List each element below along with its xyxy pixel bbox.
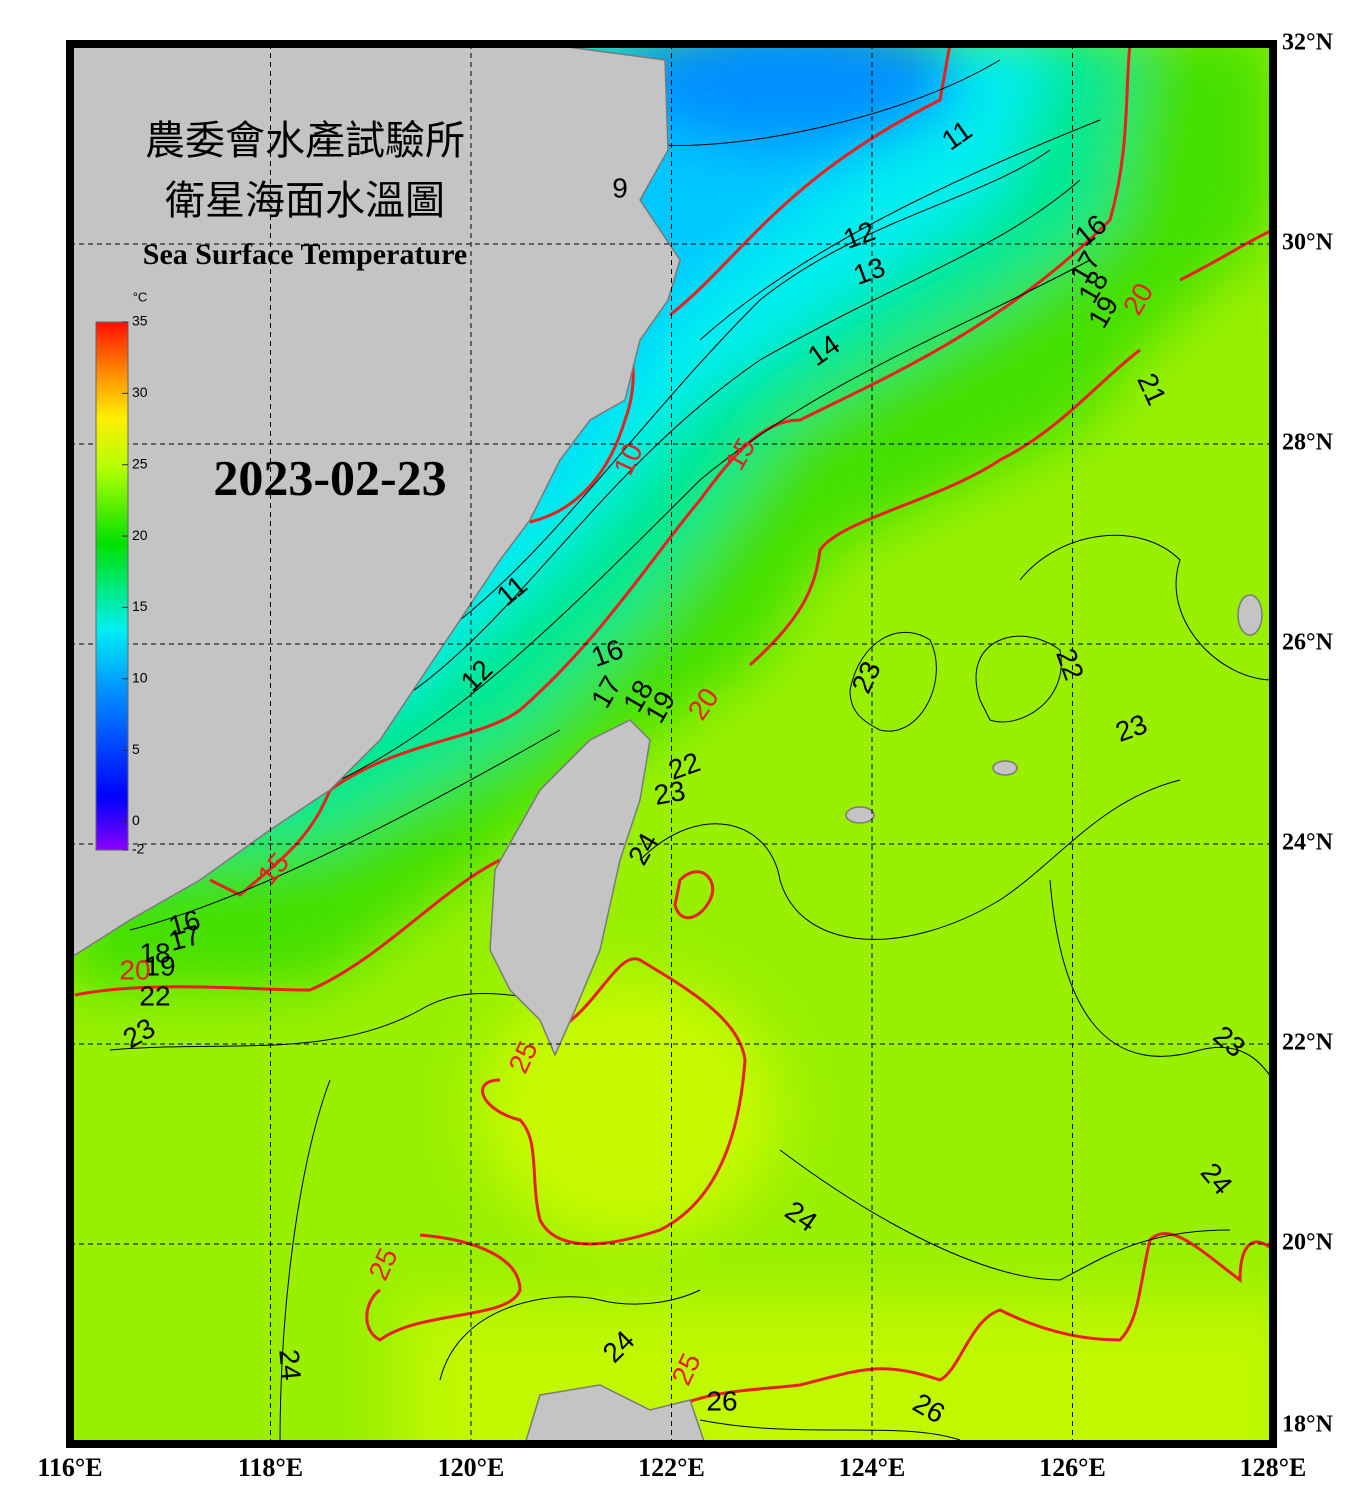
colorbar-tick-label: 5: [132, 741, 140, 757]
lon-label: 118°E: [238, 1453, 303, 1482]
isotherm-15: [209, 44, 1132, 897]
colorbar-tick-label: 15: [132, 598, 148, 614]
contour-label: 26: [706, 1385, 737, 1416]
colorbar-ticks: -2 0 5 10 15 20 25 30 35: [122, 313, 148, 857]
contour-label: 24: [273, 1348, 307, 1382]
title-zh: 農委會水產試驗所: [145, 118, 465, 163]
lon-label: 128°E: [1240, 1453, 1307, 1482]
colorbar-tick-label: 35: [132, 313, 148, 329]
lon-label: 122°E: [638, 1453, 705, 1482]
colorbar: [95, 321, 129, 851]
lat-label: 20°N: [1282, 1230, 1334, 1256]
lon-label: 116°E: [37, 1453, 102, 1482]
lat-label: 18°N: [1282, 1412, 1334, 1438]
taiwan: [489, 719, 651, 1057]
isotherm-25: [481, 870, 747, 1246]
luzon: [524, 1384, 706, 1444]
colorbar-tick-label: 20: [132, 527, 148, 543]
isotherm-25: [365, 1232, 1273, 1420]
lat-label: 28°N: [1282, 430, 1334, 456]
map-frame: [66, 40, 1277, 1448]
lat-label: 24°N: [1282, 830, 1334, 856]
island: [1237, 594, 1263, 636]
contour-label: 9: [612, 172, 628, 203]
title-zh: 衛星海面水溫圖: [165, 178, 445, 223]
title-en: Sea Surface Temperature: [143, 238, 467, 271]
land: [70, 44, 1263, 1444]
colorbar-tick-label: 30: [132, 384, 148, 400]
minor-isotherms: [109, 59, 1273, 1444]
graticule: [70, 44, 1273, 1444]
lat-label: 32°N: [1282, 30, 1334, 56]
lat-label: 26°N: [1282, 630, 1334, 656]
colorbar-tick-label: 0: [132, 812, 140, 828]
lon-label: 124°E: [839, 1453, 906, 1482]
contour-label: 20: [119, 954, 150, 985]
lon-label: 120°E: [438, 1453, 505, 1482]
contour-label: 23: [652, 775, 688, 811]
axis-labels: 116°E 118°E 120°E 122°E 124°E 126°E 128°E 32°N 3…: [37, 30, 1333, 1482]
colorbar-tick-label: 25: [132, 455, 148, 471]
major-isotherms: [74, 44, 1273, 1420]
contour-label: 22: [139, 980, 170, 1011]
lat-label: 30°N: [1282, 230, 1334, 256]
contour-label: 19: [144, 950, 175, 981]
colorbar-unit: °C: [133, 289, 148, 304]
isotherm-10: [669, 44, 952, 317]
lon-label: 126°E: [1039, 1453, 1106, 1482]
date: 2023-02-23: [213, 449, 446, 505]
mainland-china: [70, 44, 681, 956]
lat-label: 22°N: [1282, 1030, 1334, 1056]
colorbar-tick-label: 10: [132, 669, 148, 685]
island: [845, 806, 875, 824]
island: [992, 760, 1018, 776]
colorbar-tick-label: -2: [132, 841, 145, 857]
isotherm-20: [74, 228, 1273, 997]
contour-label: 18: [139, 937, 170, 968]
